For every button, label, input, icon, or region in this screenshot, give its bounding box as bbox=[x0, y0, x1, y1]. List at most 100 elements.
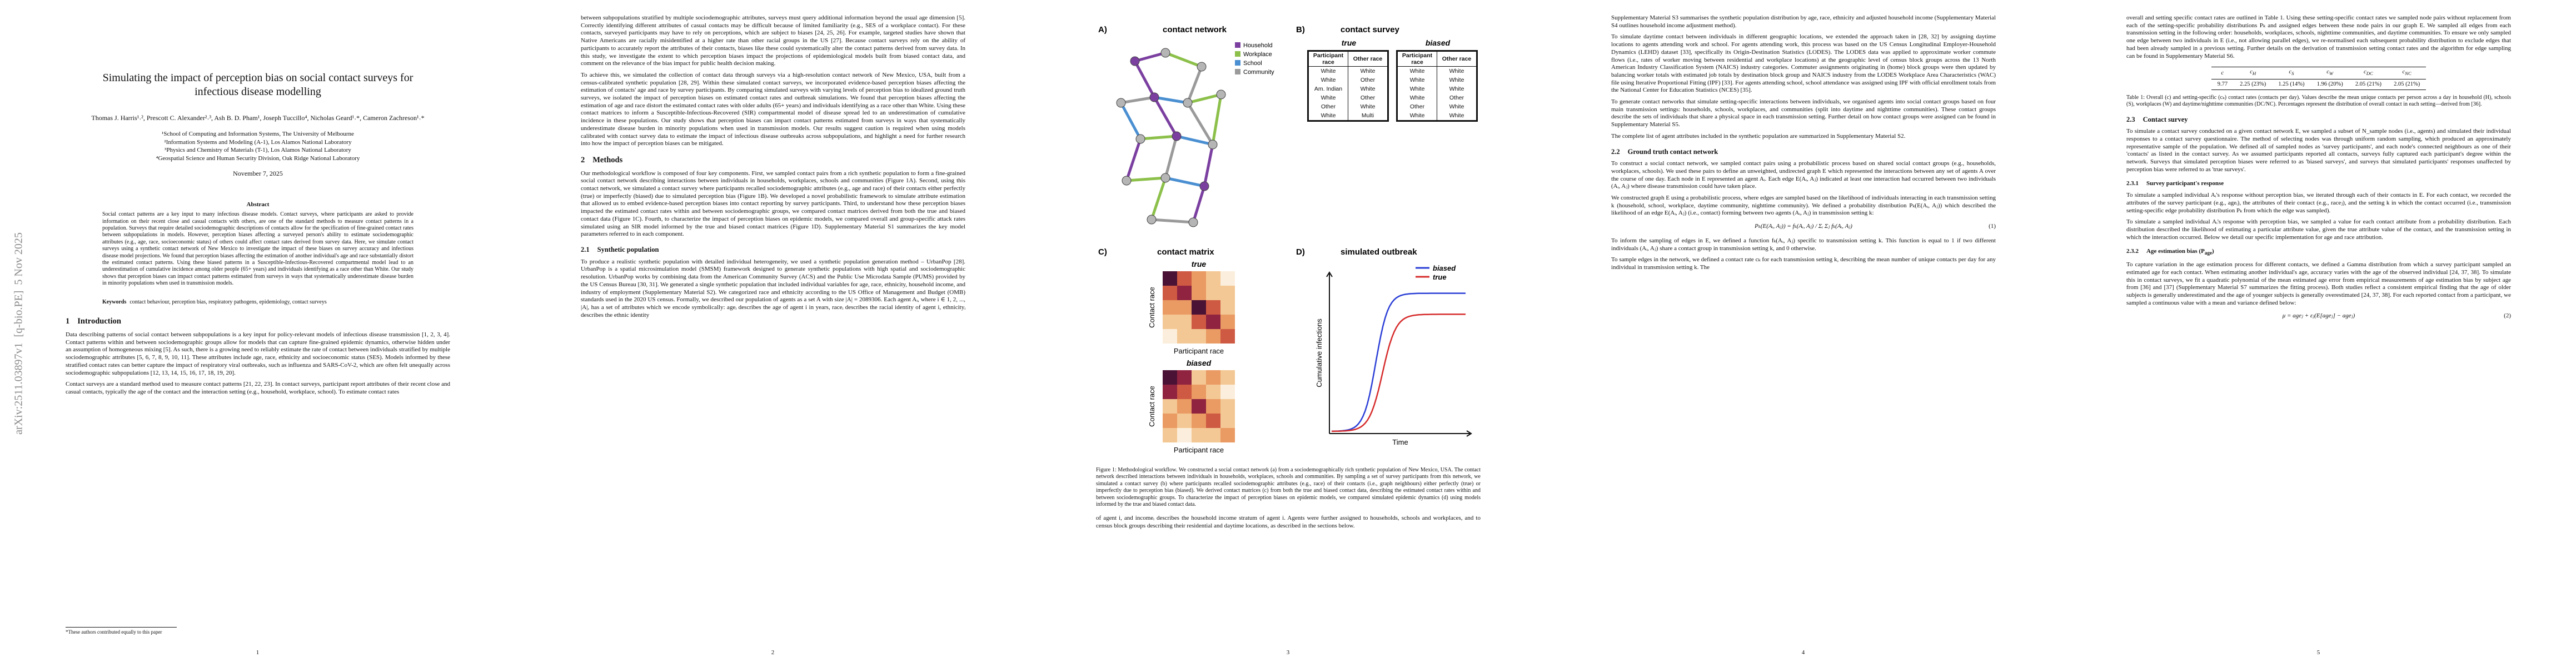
panel-title: contact matrix bbox=[1157, 247, 1214, 257]
paragraph: The complete list of agent attributes in… bbox=[1611, 132, 1906, 140]
axis-label: Contact race bbox=[1148, 287, 1156, 328]
paragraph: To simulate a contact survey conducted o… bbox=[2126, 128, 2511, 173]
heatmap-cell bbox=[1163, 315, 1177, 329]
paragraph: of agent i, and incomeᵢ describes the ho… bbox=[1096, 515, 1481, 530]
network-edge bbox=[1139, 135, 1178, 141]
table-header-symbol: c bbox=[2326, 69, 2329, 76]
table-header-cell: Participant race bbox=[1308, 51, 1348, 67]
network-edge bbox=[1150, 176, 1167, 221]
heatmap-cell bbox=[1163, 428, 1177, 442]
data-table: c cH cS cW cDC cNC 9.77 2.25 (23%) 1.25 (14%) 1.9… bbox=[2211, 67, 2426, 90]
table-header-cell: c bbox=[2211, 67, 2234, 80]
table-cell: Multi bbox=[1348, 111, 1388, 121]
table-header-cell: cS bbox=[2272, 67, 2311, 80]
section-title: Survey participant's response bbox=[2146, 180, 2224, 187]
heatmap-cell bbox=[1206, 399, 1220, 414]
network-edge bbox=[1150, 218, 1195, 224]
legend-swatch bbox=[1235, 60, 1240, 66]
table-cell: White bbox=[1308, 66, 1348, 76]
heatmap-cell bbox=[1177, 385, 1192, 399]
heatmap-cell bbox=[1220, 414, 1235, 428]
panel-label: A) bbox=[1098, 25, 1107, 34]
network-edge bbox=[1133, 59, 1156, 99]
legend-label: Community bbox=[1243, 69, 1274, 76]
network-edge bbox=[1119, 101, 1142, 141]
heatmap-cell bbox=[1177, 300, 1192, 315]
heatmap-cell bbox=[1192, 315, 1206, 329]
network-node bbox=[1183, 98, 1193, 108]
axis-label: Participant race bbox=[1174, 347, 1224, 355]
network-node bbox=[1216, 89, 1226, 99]
legend-swatch bbox=[1235, 51, 1240, 57]
legend-swatch bbox=[1235, 42, 1240, 48]
table-row: 9.77 2.25 (23%) 1.25 (14%) 1.96 (20%) 2.05 (… bbox=[2211, 79, 2426, 90]
section-title: Age estimation bias (P bbox=[2146, 248, 2205, 255]
equation-body: Pₖ(E(Aᵢ, Aⱼ)) = fₖ(Aᵢ, Aⱼ) / Σᵢ Σⱼ fₖ(Aᵢ… bbox=[1755, 223, 1852, 230]
network-node bbox=[1116, 98, 1126, 108]
abstract-heading: Abstract bbox=[246, 201, 270, 208]
figure-graphic: A) contact network Household Workplace Schoo… bbox=[1098, 25, 1472, 454]
heatmap-cell bbox=[1192, 300, 1206, 315]
paragraph: overall and setting specific contact rat… bbox=[2126, 14, 2511, 59]
matrix-label: biased bbox=[1187, 359, 1212, 367]
network-edge bbox=[1186, 101, 1214, 146]
network-edge bbox=[1125, 176, 1167, 182]
page: between subpopulations stratified by mul… bbox=[515, 0, 1030, 667]
section-heading: 2.3.1 Survey participant's response bbox=[2126, 180, 2511, 188]
section-number: 2.3.1 bbox=[2126, 180, 2139, 187]
heatmap-cell bbox=[1206, 329, 1220, 344]
figure: A) contact network Household Workplace Schoo… bbox=[1096, 22, 1481, 461]
abstract: Abstract Social contact patterns are a ke… bbox=[102, 201, 413, 287]
network-node bbox=[1147, 215, 1157, 225]
equation: Pₖ(E(Aᵢ, Aⱼ)) = fₖ(Aᵢ, Aⱼ) / Σᵢ Σⱼ fₖ(Aᵢ… bbox=[1611, 223, 1996, 231]
table-header-subscript: NC bbox=[2405, 71, 2411, 77]
table-cell: Other bbox=[1348, 93, 1388, 102]
network-edge bbox=[1153, 96, 1189, 104]
network-node bbox=[1149, 92, 1159, 102]
heatmap-cell bbox=[1177, 370, 1192, 385]
paragraph: To simulate a sampled individual Aᵢ's re… bbox=[2126, 192, 2511, 214]
affiliation: ³Physics and Chemistry of Materials (T-1… bbox=[165, 147, 351, 153]
page-number: 1 bbox=[256, 649, 260, 656]
heatmap-cell bbox=[1220, 370, 1235, 385]
network-edge bbox=[1125, 137, 1142, 182]
heatmap-cell bbox=[1163, 385, 1177, 399]
page-number: 5 bbox=[2316, 649, 2320, 656]
page: overall and setting specific contact rat… bbox=[2061, 0, 2576, 667]
heatmap-cell bbox=[1206, 370, 1220, 385]
network-edge bbox=[1203, 143, 1214, 188]
heatmap-cell bbox=[1192, 271, 1206, 286]
paragraph: To simulate daytime contact between indi… bbox=[1611, 33, 1996, 94]
table-header-cell: Other race bbox=[1437, 51, 1477, 67]
affiliation: ¹School of Computing and Information Sys… bbox=[162, 131, 354, 137]
page: Supplementary Material S3 summarises the… bbox=[1546, 0, 2061, 667]
table-cell: White bbox=[1437, 84, 1477, 93]
heatmap-cell bbox=[1220, 300, 1235, 315]
heatmap-cell bbox=[1206, 414, 1220, 428]
table-cell: White bbox=[1348, 102, 1388, 111]
paragraph: To produce a realistic synthetic populat… bbox=[581, 258, 965, 318]
text-column: overall and setting specific contact rat… bbox=[2126, 14, 2511, 327]
keywords-label: Keywords bbox=[102, 298, 127, 305]
paragraph: To sample edges in the network, we defin… bbox=[1611, 256, 1996, 271]
paragraph: To capture variation in the age estimati… bbox=[2126, 261, 2511, 306]
section-number: 1 bbox=[66, 317, 70, 326]
table-cell: 2.05 (21%) bbox=[2349, 79, 2388, 90]
table-cell: White bbox=[1397, 111, 1437, 121]
survey-table: Participant race Other race White White Whit… bbox=[1396, 50, 1478, 122]
heatmap-cell bbox=[1206, 271, 1220, 286]
table-row: White Other bbox=[1308, 93, 1388, 102]
section-heading: 2 Methods bbox=[581, 156, 965, 165]
table-header-cell: Other race bbox=[1348, 51, 1388, 67]
table-header-symbol: c bbox=[2402, 69, 2405, 76]
heatmap-cell bbox=[1220, 271, 1235, 286]
section-title: Introduction bbox=[77, 317, 121, 326]
table-label: biased bbox=[1426, 38, 1451, 47]
heatmap-cell bbox=[1220, 428, 1235, 442]
heatmap-cell bbox=[1192, 370, 1206, 385]
table-cell: 2.05 (21%) bbox=[2388, 79, 2426, 90]
table-cell: White bbox=[1437, 66, 1477, 76]
table-header-cell: cW bbox=[2310, 67, 2349, 80]
page: Simulating the impact of perception bias… bbox=[0, 0, 515, 667]
heatmap-cell bbox=[1206, 315, 1220, 329]
